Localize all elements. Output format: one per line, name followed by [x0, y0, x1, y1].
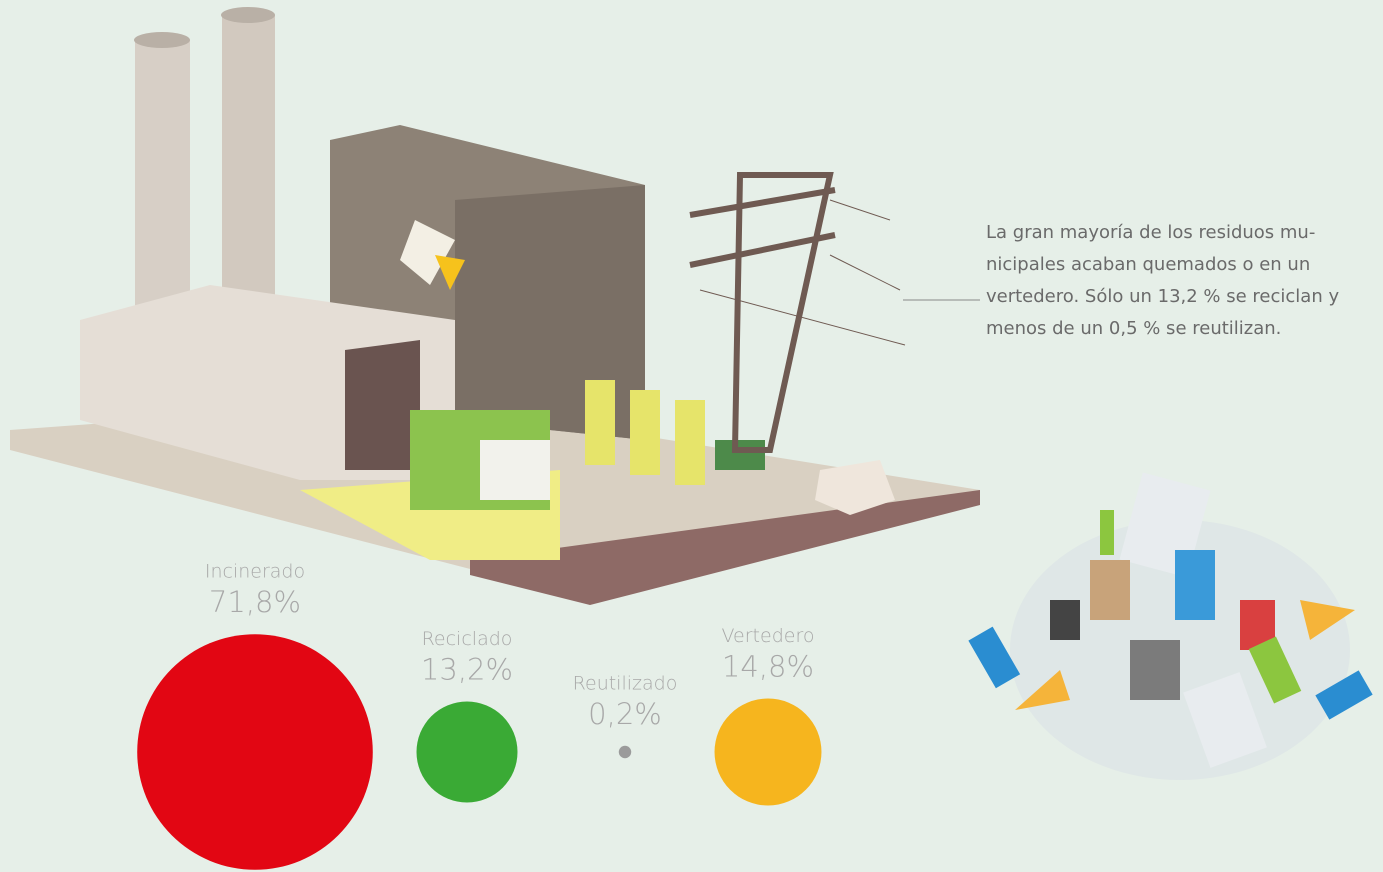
- category-label: Reciclado: [422, 628, 513, 650]
- infographic: La gran mayoría de los residuos mu-nicip…: [0, 0, 1383, 872]
- bubble: [416, 701, 517, 802]
- category-label: Incinerado: [205, 561, 305, 583]
- bubble: [137, 634, 373, 870]
- bubble: [715, 699, 822, 806]
- category-label: Vertedero: [722, 625, 815, 647]
- annotation-line: nicipales acaban quemados o en un: [986, 254, 1310, 275]
- annotation-line: vertedero. Sólo un 13,2 % se reciclan y: [986, 286, 1339, 307]
- value-label: 13,2%: [421, 652, 513, 686]
- category-label: Reutilizado: [573, 672, 678, 694]
- bubble: [619, 746, 631, 758]
- value-label: 14,8%: [722, 650, 814, 684]
- annotation-line: La gran mayoría de los residuos mu-: [986, 222, 1315, 243]
- annotation-line: menos de un 0,5 % se reutilizan.: [986, 318, 1281, 339]
- value-label: 0,2%: [588, 697, 662, 731]
- value-label: 71,8%: [209, 585, 301, 619]
